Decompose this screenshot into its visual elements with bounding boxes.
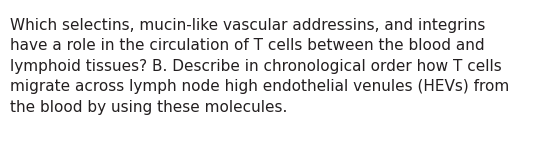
Text: Which selectins, mucin-like vascular addressins, and integrins
have a role in th: Which selectins, mucin-like vascular add…	[10, 18, 509, 115]
